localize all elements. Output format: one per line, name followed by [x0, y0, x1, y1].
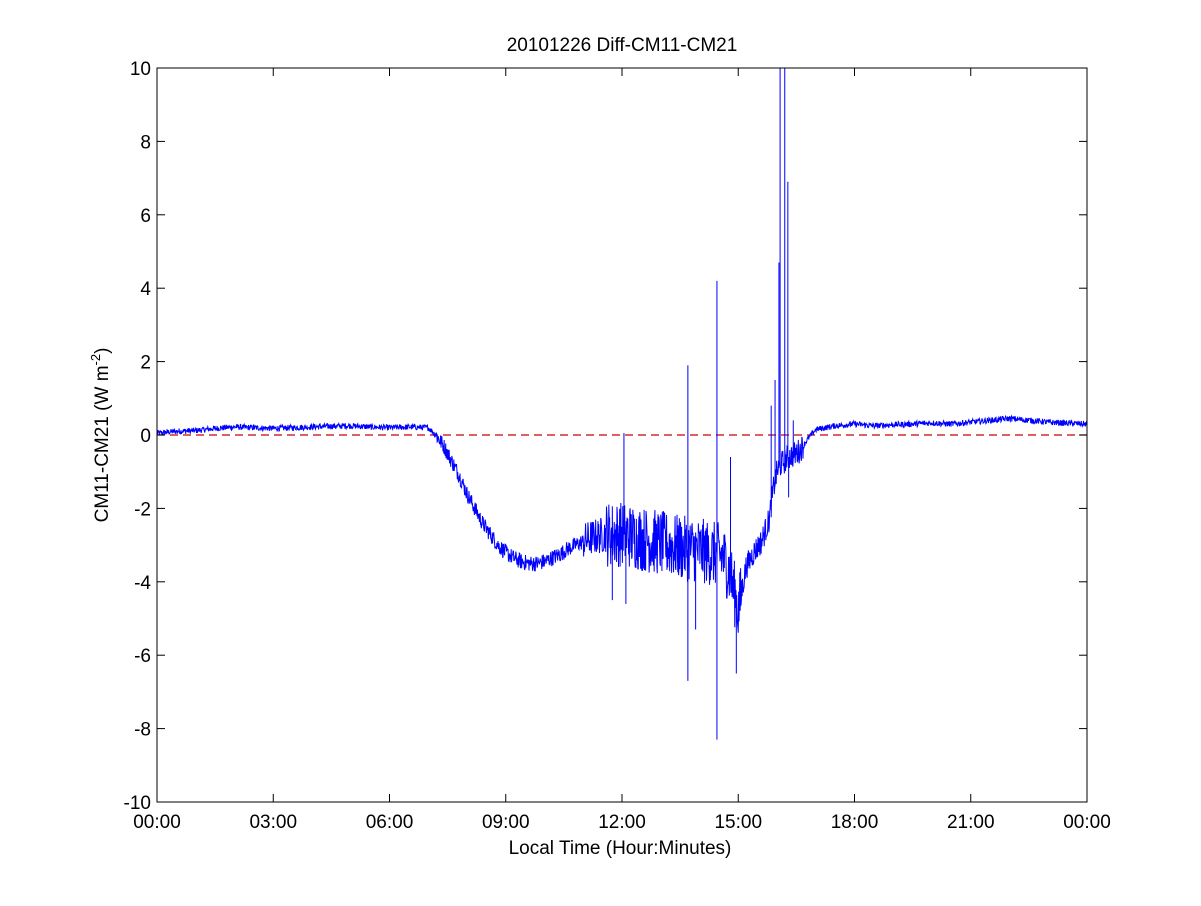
y-tick-label: -8 [134, 720, 151, 741]
y-tick-label: -6 [134, 646, 151, 667]
plot-frame [156, 67, 1088, 803]
y-tick-label: 6 [140, 206, 151, 227]
y-tick-label: 8 [140, 132, 151, 153]
y-tick-label: 4 [140, 279, 151, 300]
x-axis-label: Local Time (Hour:Minutes) [509, 838, 732, 859]
y-axis-label: CM11-CM21 (W m-2) [88, 348, 113, 523]
y-tick-label: -4 [134, 573, 151, 594]
y-axis: 10 8 6 4 2 0 -2 -4 -6 -8 -10 [124, 59, 1087, 814]
x-tick-label: 00:00 [1063, 812, 1111, 833]
y-tick-label: -10 [124, 793, 151, 814]
y-tick-label: 2 [140, 353, 151, 374]
x-tick-label: 21:00 [947, 812, 995, 833]
chart-title: 20101226 Diff-CM11-CM21 [507, 35, 738, 56]
x-axis: 00:00 03:00 06:00 09:00 12:00 15:00 18:00 21:00… [133, 68, 1111, 833]
series-line [157, 68, 1087, 740]
y-tick-label: -2 [134, 499, 151, 520]
x-tick-label: 15:00 [714, 812, 762, 833]
y-axis-label-main: CM11-CM21 (W m [92, 365, 113, 522]
x-tick-label: 03:00 [249, 812, 297, 833]
plot-area [157, 68, 1087, 802]
series-layer [157, 68, 1087, 740]
y-axis-label-close: ) [92, 348, 113, 354]
y-axis-label-superscript: -2 [88, 354, 103, 366]
x-tick-label: 00:00 [133, 812, 181, 833]
y-tick-label: 10 [130, 59, 151, 80]
x-tick-label: 12:00 [598, 812, 646, 833]
x-tick-label: 09:00 [482, 812, 530, 833]
x-tick-label: 06:00 [366, 812, 414, 833]
y-tick-label: 0 [140, 426, 151, 447]
x-tick-label: 18:00 [831, 812, 879, 833]
